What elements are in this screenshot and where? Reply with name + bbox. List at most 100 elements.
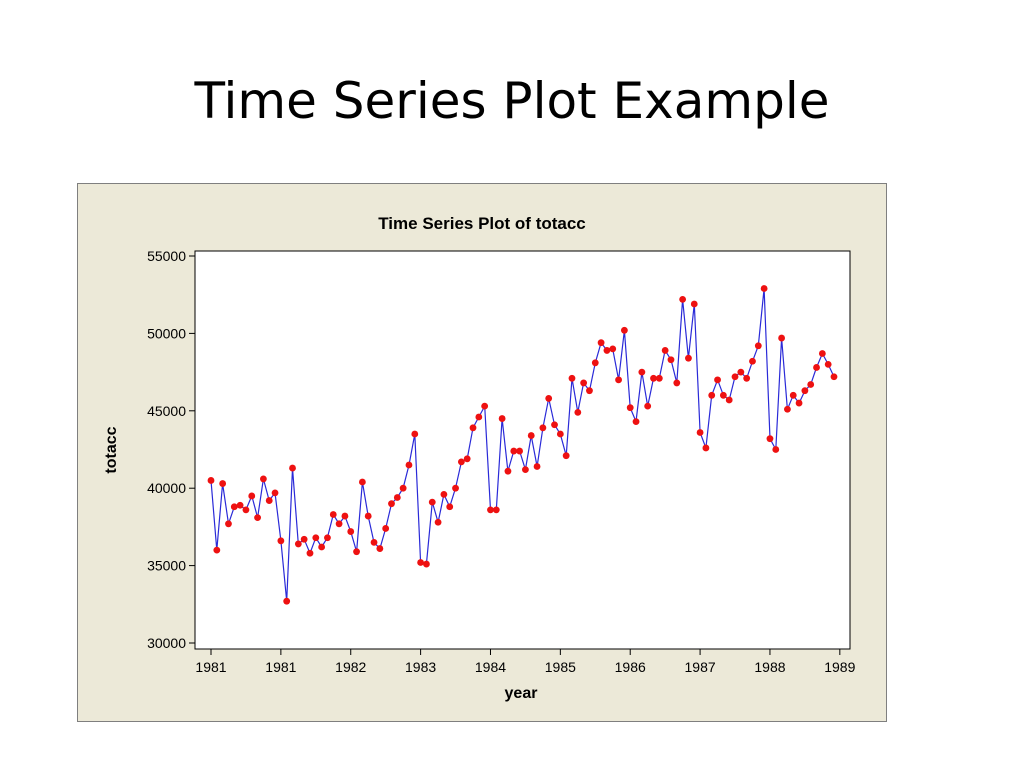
- x-tick-label: 1986: [615, 659, 646, 675]
- data-point: [679, 295, 687, 303]
- data-point: [277, 537, 285, 545]
- data-point: [574, 408, 582, 416]
- data-point: [638, 368, 646, 376]
- data-point: [539, 424, 547, 432]
- data-point: [772, 446, 780, 453]
- data-point: [661, 347, 669, 354]
- x-tick-label: 1985: [545, 659, 576, 675]
- x-tick-label: 1988: [754, 659, 785, 675]
- data-point: [533, 463, 541, 470]
- data-point: [754, 342, 762, 350]
- data-point: [457, 458, 465, 466]
- data-point: [731, 373, 739, 381]
- data-point: [632, 418, 640, 426]
- data-point: [353, 548, 360, 556]
- data-point: [522, 466, 529, 474]
- x-tick-label: 1981: [195, 659, 226, 675]
- data-point: [696, 429, 704, 436]
- data-point: [807, 381, 815, 388]
- data-point: [452, 484, 459, 492]
- data-point: [603, 347, 611, 354]
- data-point: [393, 494, 401, 501]
- data-point: [609, 345, 617, 353]
- data-point: [562, 452, 570, 460]
- x-tick-label: 1983: [405, 659, 436, 675]
- x-tick-label: 1981: [265, 659, 296, 675]
- data-point: [423, 560, 430, 568]
- data-point: [318, 543, 326, 551]
- data-point: [737, 368, 745, 376]
- data-point: [260, 475, 267, 483]
- data-point: [405, 461, 413, 469]
- data-point: [469, 424, 477, 432]
- data-point: [207, 477, 215, 484]
- data-point: [434, 518, 442, 526]
- data-point: [673, 379, 681, 387]
- y-tick-label: 30000: [147, 635, 186, 651]
- data-point: [230, 503, 238, 511]
- y-tick-label: 45000: [147, 403, 186, 419]
- data-point: [597, 339, 605, 347]
- data-point: [289, 464, 296, 472]
- y-tick-label: 40000: [147, 480, 186, 496]
- data-point: [283, 597, 291, 605]
- data-point: [743, 374, 751, 382]
- data-point: [760, 285, 768, 292]
- data-point: [376, 545, 384, 552]
- x-tick-label: 1987: [685, 659, 716, 675]
- data-point: [626, 404, 634, 412]
- data-point: [498, 415, 506, 422]
- data-point: [644, 402, 652, 410]
- data-point: [382, 525, 390, 532]
- data-point: [778, 334, 785, 342]
- data-point: [818, 350, 826, 357]
- data-point: [580, 379, 588, 387]
- x-tick-label: 1984: [475, 659, 506, 675]
- data-point: [784, 405, 791, 413]
- data-point: [399, 484, 407, 492]
- data-point: [789, 391, 797, 399]
- data-point: [329, 511, 337, 518]
- data-point: [213, 546, 221, 554]
- data-point: [551, 421, 558, 429]
- x-axis-label: year: [505, 685, 538, 702]
- data-point: [446, 503, 454, 511]
- data-point: [428, 498, 436, 506]
- data-point: [766, 435, 774, 443]
- data-point: [487, 506, 494, 514]
- y-axis-label: totacc: [103, 426, 120, 473]
- data-point: [719, 391, 727, 399]
- y-tick-label: 50000: [147, 325, 186, 341]
- data-point: [294, 540, 302, 548]
- data-point: [620, 326, 628, 334]
- x-axis: 1981 1981 1982 1983 1984 1985 1986 1987 1988 1989: [195, 649, 856, 675]
- data-point: [830, 373, 838, 381]
- data-point: [708, 391, 716, 399]
- x-tick-label: 1982: [335, 659, 366, 675]
- data-point: [504, 467, 512, 475]
- data-point: [248, 492, 256, 500]
- data-point: [591, 359, 599, 367]
- data-point: [324, 534, 331, 542]
- data-point: [714, 376, 721, 384]
- data-point: [481, 402, 489, 410]
- data-point: [463, 455, 471, 463]
- data-point: [824, 360, 832, 368]
- data-point: [271, 489, 279, 497]
- data-point: [510, 447, 518, 455]
- data-point: [586, 387, 593, 395]
- data-point: [813, 364, 820, 371]
- data-point: [545, 395, 553, 402]
- chart-title: Time Series Plot of totacc: [378, 214, 586, 233]
- time-series-chart: Time Series Plot of totacc 30000 35000 400…: [103, 214, 856, 702]
- data-point: [341, 512, 349, 520]
- data-point: [650, 374, 657, 382]
- data-point: [556, 430, 564, 438]
- data-point: [254, 514, 261, 522]
- data-point: [475, 413, 483, 421]
- data-point: [702, 444, 710, 452]
- data-point: [685, 354, 692, 362]
- data-point: [225, 520, 232, 528]
- x-tick-label: 1989: [824, 659, 855, 675]
